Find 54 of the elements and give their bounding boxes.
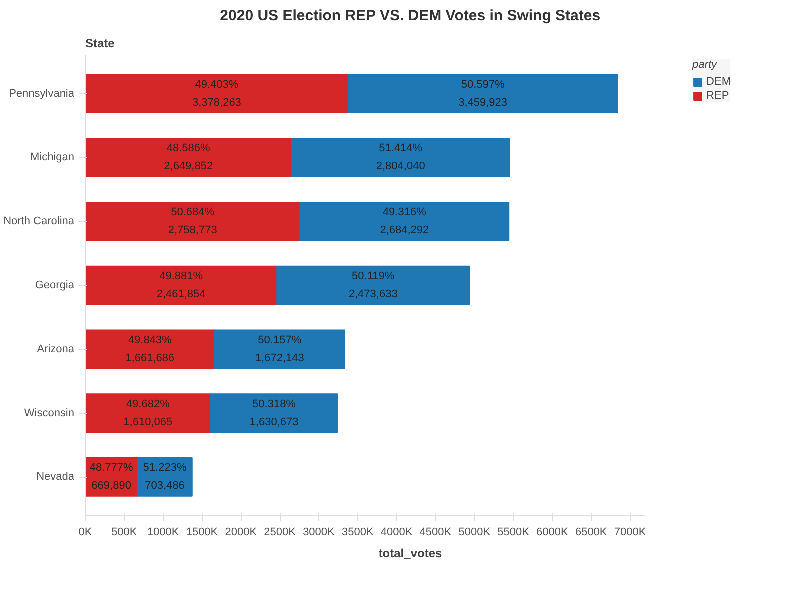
x-tick-label: 4500K [420,526,452,538]
y-tick-label: North Carolina [4,216,76,228]
bar [86,202,301,242]
x-tick-label: 5500K [498,526,530,538]
bar [86,266,278,306]
x-tick-label: 2000K [225,526,258,538]
data-label: 48.586% 2,649,852 [164,142,214,173]
bar [210,394,338,433]
y-tick-label: Pennsylvania [9,88,76,100]
x-tick-label: 6000K [536,526,570,538]
x-tick-label: 1500K [186,526,219,538]
bar [86,74,349,114]
bar [291,138,510,178]
data-label: 49.843% 1,661,686 [126,334,175,364]
data-label: 48.777% 669,890 [90,462,134,492]
data-label: 50.597% 3,459,923 [458,78,508,109]
bar [300,202,510,242]
bar [276,266,470,306]
x-tick-label: 1000K [147,526,180,538]
x-tick-label: 500K [112,526,138,538]
bar [86,394,212,433]
x-tick-label: 5000K [458,526,492,538]
data-label: 50.119% 2,473,633 [348,270,398,300]
x-tick-label: 7000K [614,526,647,538]
bar [86,330,216,370]
y-tick-label: Georgia [35,280,76,292]
x-axis-title: total_votes [378,546,442,560]
data-label: 51.414% 2,804,040 [376,142,426,173]
data-label: 49.881% 2,461,854 [156,270,206,300]
x-tick-label: 6500K [575,526,608,538]
data-label: 49.316% 2,684,292 [380,206,430,237]
data-label: 51.223% 703,486 [143,462,187,492]
x-tick-label: 2500K [264,526,297,538]
y-tick-label: Arizona [37,343,76,356]
y-tick-label: Michigan [30,152,75,164]
bar [86,138,292,178]
bar [214,330,346,370]
y-axis-title: State [86,36,116,50]
data-label: 49.682% 1,610,065 [124,398,173,428]
x-tick-label: 3500K [342,526,374,538]
data-label: 50.318% 1,630,673 [250,398,299,428]
legend-title: party [692,59,718,71]
x-tick-label: 4000K [380,526,414,538]
chart-title: 2020 US Election REP VS. DEM Votes in Swing States [220,8,601,24]
x-tick-label: 0K [78,526,93,538]
y-tick-label: Nevada [36,471,76,484]
data-label: 49.403% 3,378,263 [192,78,242,109]
data-label: 50.157% 1,672,143 [255,334,304,364]
legend-label: REP [706,90,730,102]
y-tick-label: Wisconsin [24,407,74,420]
bar [348,74,618,114]
data-label: 50.684% 2,758,773 [168,206,218,237]
x-tick-label: 3000K [303,526,336,538]
legend-label: DEM [706,76,731,88]
